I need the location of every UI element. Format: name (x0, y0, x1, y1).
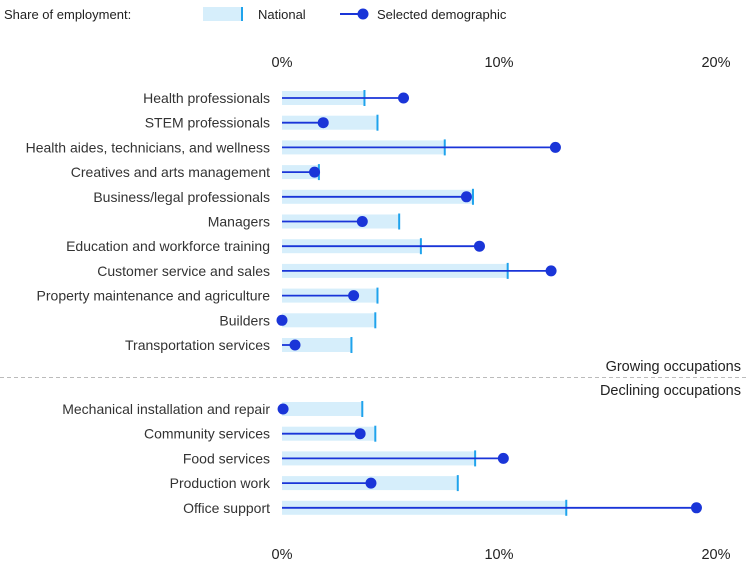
row-label: Business/legal professionals (93, 189, 270, 205)
selected-dot (545, 265, 557, 277)
row-creatives-and-arts-management: Creatives and arts management (71, 164, 321, 181)
selected-dot (460, 191, 472, 203)
national-bar (282, 402, 363, 416)
top-axis: 0% 10% 20% (272, 55, 731, 71)
row-label: Health professionals (143, 90, 270, 106)
row-stem-professionals: STEM professionals (145, 114, 379, 131)
bottom-axis: 0% 10% 20% (272, 547, 731, 563)
bottom-tick-10: 10% (484, 547, 513, 563)
row-label: Customer service and sales (97, 263, 270, 279)
selected-dot (277, 403, 289, 415)
national-bar (282, 115, 378, 130)
row-builders: Builders (219, 312, 377, 329)
legend-selected-dot (357, 8, 369, 20)
row-education-and-workforce-training: Education and workforce training (66, 238, 485, 255)
row-label: Office support (183, 500, 270, 516)
legend-national-swatch (203, 7, 243, 21)
selected-dot (497, 452, 509, 464)
selected-dot (289, 339, 301, 351)
row-managers: Managers (208, 213, 401, 230)
selected-dot (365, 477, 377, 489)
legend-selected-label: Selected demographic (377, 7, 507, 22)
row-health-professionals: Health professionals (143, 90, 410, 106)
legend-national-label: National (258, 7, 306, 22)
selected-dot (309, 166, 321, 178)
row-production-work: Production work (170, 475, 459, 492)
data-rows: Health professionals STEM professionals He… (26, 90, 702, 516)
selected-dot (348, 290, 360, 302)
row-property-maintenance-and-agriculture: Property maintenance and agriculture (37, 287, 379, 304)
selected-dot (354, 428, 366, 440)
legend-title: Share of employment: (4, 7, 131, 22)
row-mechanical-installation-and-repair: Mechanical installation and repair (62, 401, 364, 417)
row-food-services: Food services (183, 450, 509, 467)
row-community-services: Community services (144, 425, 377, 442)
section-label-declining: Declining occupations (600, 383, 741, 399)
national-bar (282, 313, 376, 328)
row-label: Community services (144, 426, 270, 442)
row-label: STEM professionals (145, 115, 270, 131)
row-label: Property maintenance and agriculture (37, 288, 271, 304)
row-label: Creatives and arts management (71, 164, 270, 180)
selected-dot (317, 117, 329, 129)
section-label-growing: Growing occupations (606, 359, 741, 375)
national-bar (282, 338, 352, 352)
row-label: Food services (183, 450, 270, 466)
row-label: Health aides, technicians, and wellness (26, 139, 270, 155)
row-label: Production work (170, 475, 271, 491)
top-tick-10: 10% (484, 55, 513, 71)
row-label: Transportation services (125, 337, 270, 353)
row-business-legal-professionals: Business/legal professionals (93, 188, 474, 205)
row-label: Mechanical installation and repair (62, 401, 270, 417)
selected-dot (690, 502, 702, 514)
row-label: Managers (208, 214, 270, 230)
bottom-tick-0: 0% (272, 547, 293, 563)
row-label: Builders (219, 312, 270, 328)
top-tick-0: 0% (272, 55, 293, 71)
row-label: Education and workforce training (66, 238, 270, 254)
row-office-support: Office support (183, 499, 702, 516)
selected-dot (473, 240, 485, 252)
row-transportation-services: Transportation services (125, 337, 353, 353)
top-tick-20: 20% (701, 55, 730, 71)
row-customer-service-and-sales: Customer service and sales (97, 262, 557, 279)
bottom-tick-20: 20% (701, 547, 730, 563)
selected-dot (398, 92, 410, 104)
legend: Share of employment: National Selected d… (4, 7, 507, 22)
selected-dot (549, 141, 561, 153)
row-health-aides-technicians-and-wellness: Health aides, technicians, and wellness (26, 139, 561, 156)
selected-dot (356, 216, 368, 227)
selected-dot (276, 314, 288, 326)
